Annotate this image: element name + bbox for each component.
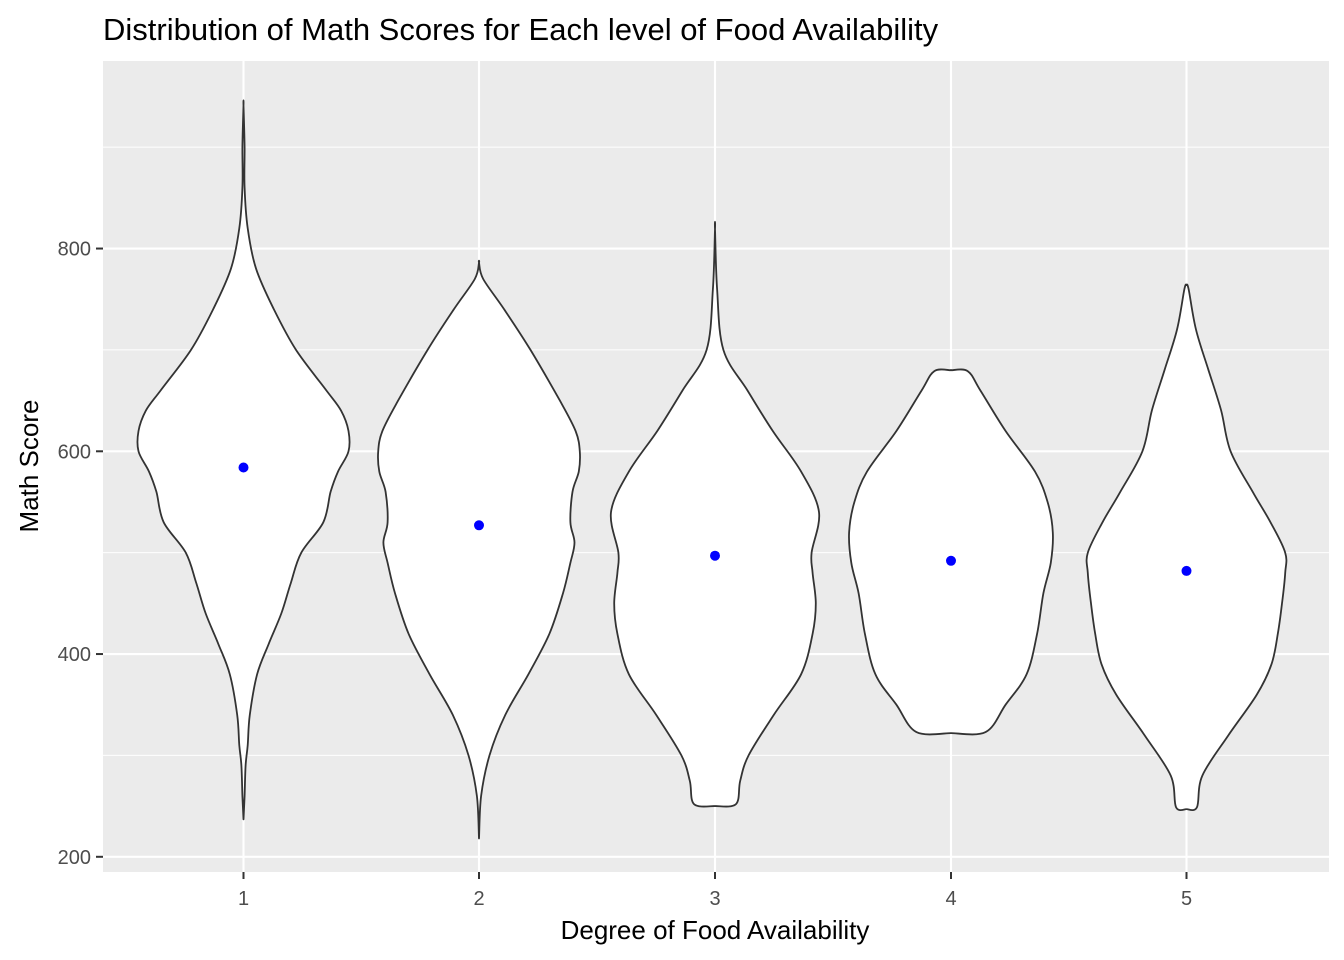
x-axis-title: Degree of Food Availability [561, 915, 870, 945]
mean-point-3 [710, 550, 720, 561]
mean-point-4 [946, 555, 956, 566]
violin-2 [377, 259, 581, 840]
violin-1 [136, 99, 351, 821]
x-tick-label: 4 [945, 888, 956, 910]
axes: 200 400 600 800 1 2 3 4 5 [58, 239, 1192, 910]
y-axis-title: Math Score [14, 400, 44, 533]
violins [136, 99, 1288, 840]
x-tick-label: 2 [473, 888, 484, 910]
chart-title: Distribution of Math Scores for Each lev… [103, 12, 939, 47]
y-tick-label: 400 [58, 644, 91, 666]
y-tick-label: 600 [58, 441, 91, 463]
mean-point-1 [238, 462, 249, 473]
y-tick-label: 800 [58, 239, 91, 261]
x-tick-label: 3 [709, 888, 720, 910]
mean-point-5 [1181, 565, 1192, 576]
mean-point-2 [474, 520, 484, 531]
mean-points [238, 462, 1192, 576]
x-tick-label: 1 [238, 888, 249, 910]
violin-3 [609, 220, 821, 808]
violin-5 [1085, 283, 1288, 812]
violin-4 [848, 368, 1054, 736]
x-tick-label: 5 [1181, 888, 1192, 910]
y-tick-label: 200 [58, 847, 91, 869]
